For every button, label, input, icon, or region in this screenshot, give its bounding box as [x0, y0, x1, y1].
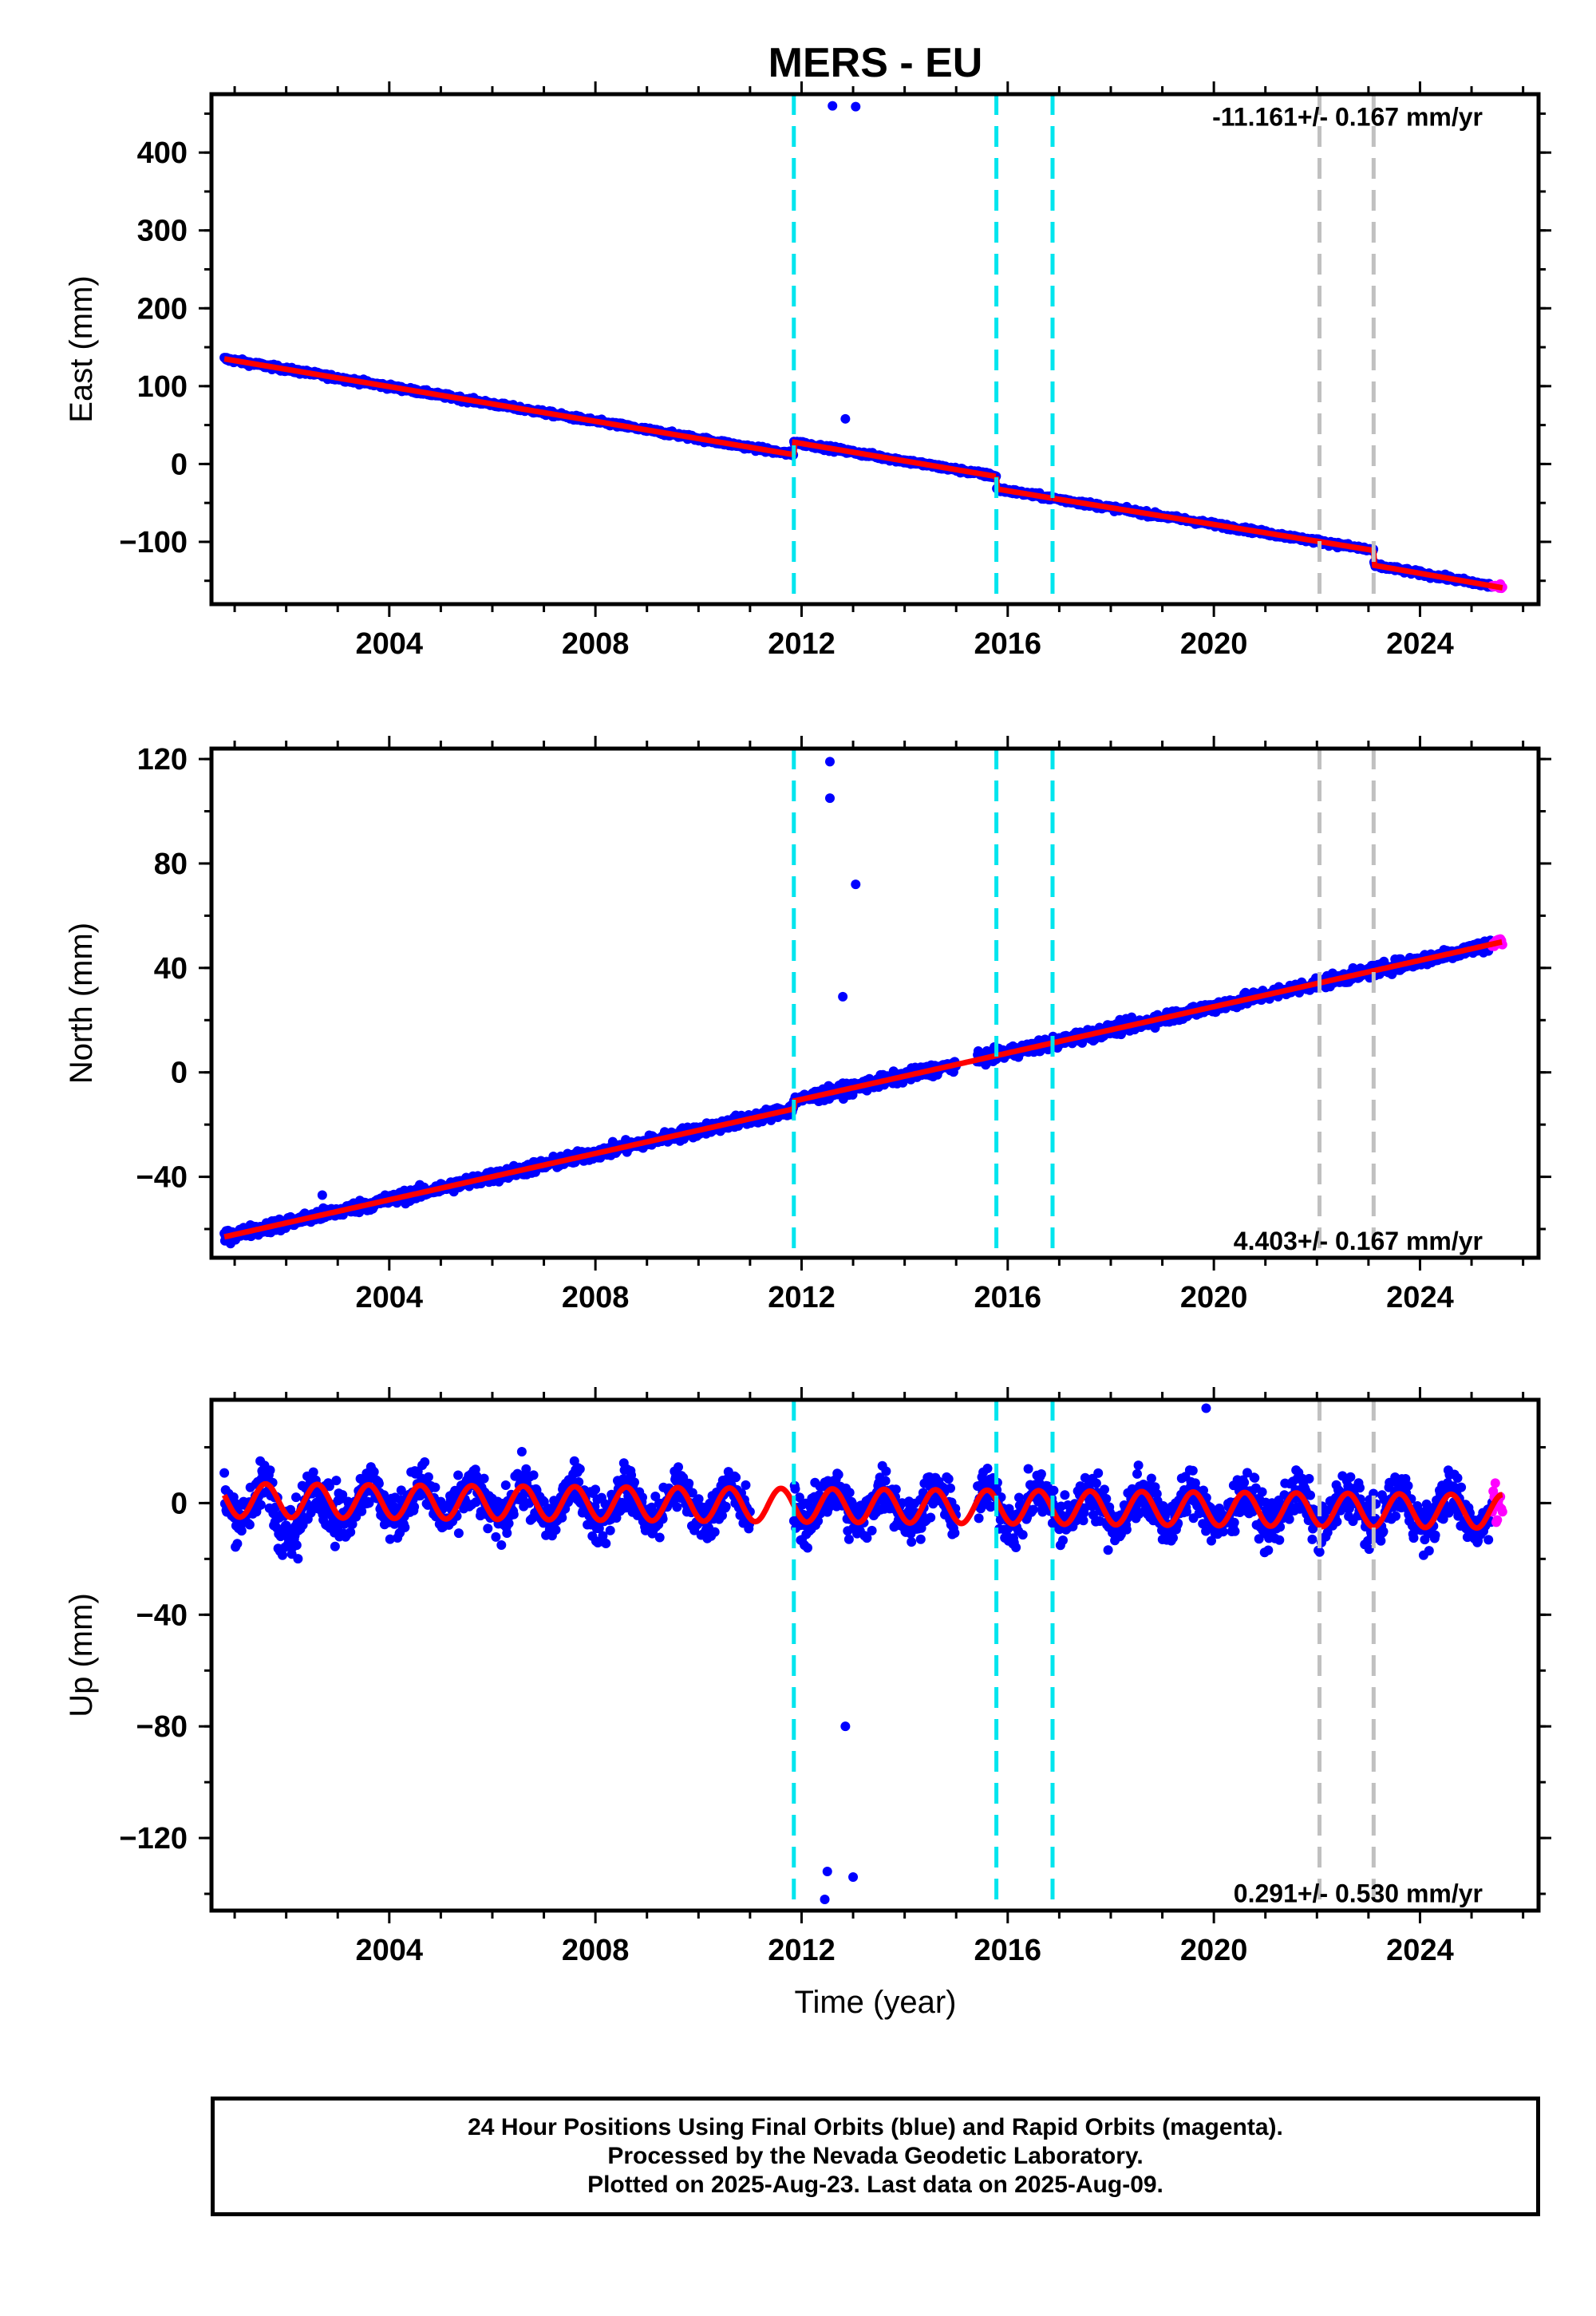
- final-orbit-point: [385, 1534, 395, 1544]
- up-plot-area: [219, 1400, 1507, 1911]
- final-orbit-point: [219, 1468, 230, 1478]
- x-tick-label: 2012: [768, 1281, 836, 1314]
- y-tick-label: 400: [137, 136, 188, 170]
- final-orbit-point: [331, 1476, 342, 1486]
- model-fit-line: [1052, 495, 1374, 554]
- final-orbit-point: [557, 1512, 567, 1523]
- east-plot-frame: [209, 92, 1541, 607]
- x-tick-label: 2020: [1180, 627, 1248, 661]
- y-tick-label: 0: [171, 1057, 188, 1090]
- final-orbit-point: [575, 1464, 585, 1474]
- final-orbit-point: [508, 1509, 519, 1520]
- final-orbit-point: [232, 1539, 243, 1549]
- final-orbit-point: [500, 1480, 511, 1490]
- final-orbit-point: [605, 1525, 615, 1535]
- final-orbit-point: [528, 1470, 539, 1480]
- east-plot-area: [219, 94, 1507, 604]
- final-orbit-point: [265, 1465, 275, 1476]
- final-orbit-point: [346, 1527, 356, 1537]
- model-fit-line: [791, 939, 1503, 1109]
- x-tick-label: 2004: [356, 1281, 424, 1314]
- x-tick-label: 2024: [1386, 1281, 1454, 1314]
- model-fit-line: [994, 476, 1053, 501]
- final-orbit-point: [255, 1500, 266, 1510]
- final-orbit-point: [293, 1554, 303, 1564]
- final-orbit-point: [338, 1490, 348, 1500]
- y-tick-label: −100: [119, 526, 188, 559]
- y-tick-label: 100: [137, 370, 188, 404]
- final-orbit-point: [409, 1502, 420, 1512]
- final-orbit-point: [430, 1482, 440, 1492]
- final-orbit-point: [291, 1540, 302, 1551]
- x-tick-label: 2004: [356, 627, 424, 661]
- final-orbit-point: [453, 1528, 464, 1539]
- model-fit-line: [791, 439, 997, 480]
- north-plot-area: [219, 749, 1507, 1258]
- north-plot-frame: [209, 746, 1541, 1260]
- x-tick-label: 2012: [768, 627, 836, 661]
- y-tick-label: 0: [171, 448, 188, 481]
- final-orbit-point: [369, 1467, 379, 1477]
- final-orbit-point: [496, 1540, 507, 1550]
- final-orbit-point: [420, 1457, 430, 1467]
- final-orbit-point: [504, 1518, 514, 1528]
- final-orbit-point: [308, 1467, 318, 1477]
- x-tick-label: 2008: [562, 1281, 630, 1314]
- model-fit-line: [223, 356, 794, 458]
- outlier-point: [851, 101, 861, 112]
- x-tick-label: 2016: [974, 1281, 1042, 1314]
- outlier-point: [840, 413, 851, 424]
- x-tick-label: 2008: [562, 627, 630, 661]
- final-orbit-point: [516, 1447, 527, 1456]
- final-orbit-point: [601, 1539, 611, 1548]
- east-velocity-label: -11.161+/- 0.167 mm/yr: [1212, 103, 1483, 132]
- final-orbit-point: [324, 1481, 334, 1492]
- model-fit-line: [223, 1106, 794, 1240]
- y-tick-label: 200: [137, 292, 188, 326]
- x-tick-label: 2016: [974, 627, 1042, 661]
- y-tick-label: −40: [136, 1161, 188, 1195]
- final-orbit-point: [291, 1492, 301, 1503]
- final-orbit-point: [400, 1522, 410, 1532]
- final-orbit-point: [453, 1470, 464, 1480]
- final-orbit-point: [357, 1506, 367, 1516]
- y-tick-label: 300: [137, 215, 188, 248]
- outlier-point: [851, 879, 861, 890]
- final-orbit-point: [491, 1531, 501, 1542]
- final-orbit-point: [423, 1472, 433, 1482]
- y-tick-label: 120: [137, 743, 188, 777]
- y-tick-label: 80: [154, 848, 188, 881]
- final-orbit-point: [502, 1528, 512, 1538]
- final-orbit-point: [591, 1484, 601, 1495]
- figure-title: MERS - EU: [768, 40, 983, 86]
- final-orbit-point: [347, 1519, 358, 1529]
- outlier-point: [828, 101, 838, 111]
- final-orbit-point: [330, 1541, 340, 1551]
- outlier-point: [824, 757, 835, 767]
- y-tick-label: 40: [154, 952, 188, 986]
- north-velocity-label: 4.403+/- 0.167 mm/yr: [1234, 1227, 1483, 1255]
- north-y-axis-label: North (mm): [64, 923, 99, 1084]
- final-orbit-point: [630, 1477, 639, 1488]
- final-orbit-point: [521, 1464, 531, 1474]
- final-orbit-point: [278, 1550, 287, 1560]
- final-orbit-point: [551, 1525, 561, 1535]
- east-y-axis-label: East (mm): [64, 275, 99, 422]
- x-tick-label: 2020: [1180, 1281, 1248, 1314]
- x-tick-label: 2024: [1386, 627, 1454, 661]
- final-orbit-point: [244, 1520, 255, 1530]
- outlier-point: [838, 991, 848, 1002]
- final-orbit-point: [236, 1526, 247, 1536]
- outlier-point: [824, 793, 835, 804]
- final-orbit-point: [479, 1473, 489, 1484]
- model-fit-line: [1370, 550, 1503, 591]
- outlier-point: [317, 1190, 327, 1200]
- north-panel: 2004 2008 2012 2016 2020 2024 120 80 40 0 −40 North…: [64, 736, 1551, 1314]
- final-orbit-point: [373, 1479, 384, 1488]
- final-orbit-point: [483, 1524, 493, 1534]
- east-panel: 2004 2008 2012 2016 2020 2024 400 300 200 100 0 −10…: [64, 81, 1551, 661]
